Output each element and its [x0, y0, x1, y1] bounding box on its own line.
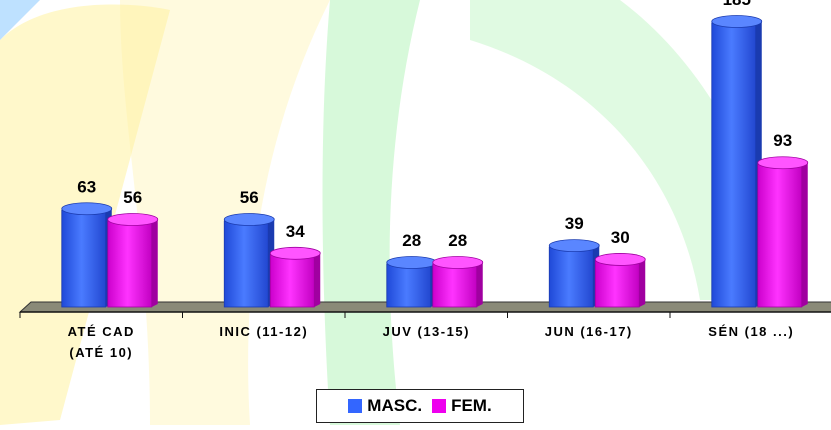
- bar-masc: [61, 202, 113, 308]
- bar-body: [61, 209, 107, 308]
- data-labels: 63 56 56 34 28 28 39 30 185 93: [77, 0, 792, 250]
- bar-top: [432, 256, 484, 269]
- bar-side: [639, 257, 646, 307]
- legend: MASC. FEM.: [316, 389, 524, 423]
- bar-fem: [432, 256, 484, 308]
- bar-top: [107, 213, 159, 226]
- bar-masc: [223, 213, 275, 308]
- bar-fem: [269, 246, 321, 308]
- x-tick-label: ATÉ CAD: [68, 324, 135, 339]
- bar-body: [594, 260, 640, 308]
- bar-body: [548, 246, 594, 308]
- bar-side: [314, 251, 321, 307]
- data-label-fem: 93: [773, 131, 792, 150]
- bg-blue-corner: [0, 0, 40, 40]
- bar-fem: [107, 213, 159, 308]
- bar-side: [476, 261, 483, 307]
- bar-top: [269, 246, 321, 260]
- data-label-fem: 56: [123, 188, 142, 207]
- data-label-masc: 39: [565, 214, 584, 233]
- background-decoration: [0, 0, 790, 425]
- bar-top: [223, 213, 275, 226]
- bar-fem: [594, 253, 646, 308]
- bar-top: [386, 256, 438, 269]
- x-tick-label: INIC (11-12): [219, 324, 308, 339]
- x-tick-label: JUN (16-17): [545, 324, 633, 339]
- bar-fem: [757, 156, 809, 308]
- bar-side: [151, 218, 158, 307]
- bar-body: [107, 220, 153, 308]
- bar-side: [801, 161, 808, 307]
- data-label-masc: 185: [723, 0, 751, 9]
- bar-body: [269, 254, 315, 308]
- data-label-fem: 30: [611, 228, 630, 247]
- bar-masc: [711, 15, 763, 308]
- bar-top: [711, 15, 763, 28]
- bar-body: [757, 163, 803, 308]
- bar-body: [386, 263, 432, 308]
- x-tick-label: SÉN (18 ...): [708, 324, 794, 339]
- data-label-masc: 63: [77, 177, 96, 196]
- x-tick-label: JUV (13-15): [383, 324, 470, 339]
- bar-top: [757, 156, 809, 170]
- data-label-masc: 56: [240, 188, 259, 207]
- bar-top: [548, 239, 600, 253]
- bar-top: [61, 202, 113, 216]
- bg-green-shape-2: [470, 0, 790, 300]
- data-label-fem: 34: [286, 222, 305, 241]
- legend-item-fem: FEM.: [432, 396, 492, 416]
- bars: [61, 15, 809, 308]
- bar-masc: [548, 239, 600, 308]
- bar-top: [594, 253, 646, 266]
- data-label-fem: 28: [448, 231, 467, 250]
- legend-swatch-masc: [348, 399, 363, 413]
- bar-body: [432, 263, 478, 308]
- legend-item-masc: MASC.: [348, 396, 422, 416]
- x-axis: ATÉ CAD (ATÉ 10) INIC (11-12) JUV (13-15) JU…: [19, 311, 831, 360]
- legend-swatch-fem: [432, 399, 447, 413]
- legend-label-fem: FEM.: [451, 396, 492, 415]
- legend-label-masc: MASC.: [367, 396, 423, 415]
- bg-yellow-shape-2: [120, 0, 330, 425]
- bar-body: [711, 22, 757, 308]
- bg-green-shape: [322, 0, 420, 425]
- data-label-masc: 28: [402, 231, 421, 250]
- bar-body: [223, 220, 269, 308]
- x-tick-label: (ATÉ 10): [69, 345, 133, 360]
- bar-masc: [386, 256, 438, 308]
